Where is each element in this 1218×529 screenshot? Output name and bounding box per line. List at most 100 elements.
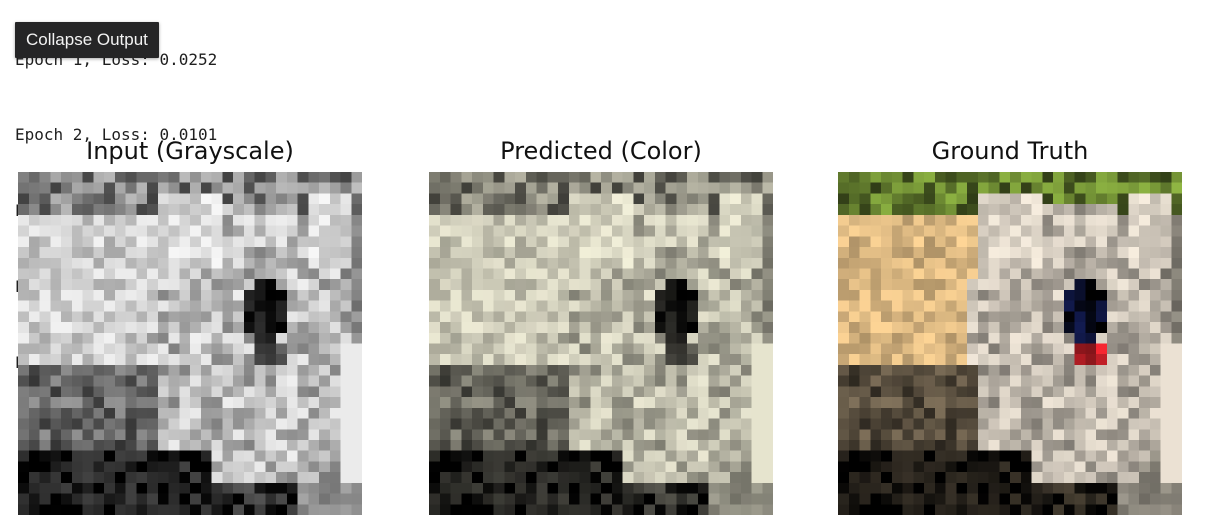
image-pixel (190, 364, 201, 376)
image-pixel (461, 225, 473, 237)
image-pixel (1063, 214, 1075, 226)
image-pixel (200, 225, 212, 237)
image-pixel (730, 407, 741, 419)
image-pixel (579, 407, 591, 419)
image-pixel (859, 461, 871, 473)
image-pixel (665, 247, 677, 258)
image-pixel (1063, 311, 1075, 323)
image-pixel (697, 322, 709, 333)
image-pixel (697, 311, 709, 323)
image-pixel (945, 375, 957, 387)
image-pixel (351, 193, 362, 205)
image-pixel (50, 493, 62, 505)
image-pixel (39, 364, 51, 376)
image-pixel (590, 354, 602, 366)
image-pixel (1074, 504, 1086, 515)
image-pixel (1063, 482, 1075, 494)
image-pixel (254, 289, 266, 301)
image-pixel (687, 289, 698, 301)
image-pixel (308, 214, 320, 226)
image-pixel (870, 311, 882, 323)
image-pixel (676, 364, 688, 376)
image-pixel (1074, 172, 1086, 183)
image-pixel (838, 407, 849, 419)
image-pixel (730, 257, 741, 269)
image-pixel (967, 332, 978, 344)
image-pixel (265, 439, 277, 451)
image-pixel (611, 225, 623, 237)
image-pixel (665, 461, 677, 473)
image-pixel (429, 354, 440, 366)
image-pixel (762, 172, 773, 183)
image-pixel (536, 429, 548, 441)
image-pixel (1139, 182, 1150, 194)
image-pixel (536, 354, 548, 366)
image-pixel (913, 204, 925, 216)
image-pixel (1010, 397, 1021, 409)
image-pixel (71, 450, 83, 462)
image-pixel (913, 311, 925, 323)
image-pixel (622, 439, 634, 451)
image-pixel (243, 354, 255, 366)
image-pixel (450, 182, 462, 194)
image-pixel (233, 429, 244, 441)
image-pixel (977, 504, 989, 515)
image-pixel (286, 407, 298, 419)
image-pixel (439, 204, 451, 216)
image-pixel (977, 236, 989, 248)
image-pixel (82, 482, 94, 494)
image-pixel (859, 247, 871, 258)
image-pixel (71, 461, 83, 473)
image-pixel (601, 257, 612, 269)
image-pixel (71, 204, 83, 216)
image-pixel (579, 214, 591, 226)
image-pixel (525, 450, 537, 462)
image-pixel (157, 300, 169, 312)
image-pixel (340, 214, 352, 226)
image-pixel (934, 225, 946, 237)
image-pixel (633, 429, 645, 441)
image-pixel (536, 386, 548, 398)
image-pixel (190, 450, 201, 462)
image-pixel (493, 504, 505, 515)
image-pixel (104, 375, 115, 387)
image-pixel (39, 257, 51, 269)
image-pixel (429, 343, 440, 355)
image-pixel (157, 182, 169, 194)
image-pixel (1160, 493, 1172, 505)
image-pixel (1074, 268, 1086, 280)
image-pixel (50, 204, 62, 216)
image-pixel (1020, 247, 1032, 258)
image-pixel (719, 429, 731, 441)
image-pixel (157, 461, 169, 473)
image-pixel (450, 289, 462, 301)
image-pixel (472, 247, 483, 258)
image-pixel (1139, 289, 1150, 301)
image-pixel (633, 386, 645, 398)
image-pixel (665, 364, 677, 376)
image-pixel (1128, 504, 1140, 515)
image-pixel (719, 289, 731, 301)
image-pixel (1042, 472, 1054, 484)
image-pixel (114, 214, 126, 226)
image-pixel (977, 257, 989, 269)
image-pixel (967, 439, 978, 451)
image-pixel (902, 289, 914, 301)
image-pixel (1085, 300, 1097, 312)
image-pixel (665, 343, 677, 355)
image-pixel (254, 247, 266, 258)
image-pixel (233, 172, 244, 183)
collapse-output-tooltip[interactable]: Collapse Output (15, 22, 159, 58)
image-pixel (254, 493, 266, 505)
image-pixel (751, 204, 763, 216)
image-pixel (536, 322, 548, 333)
image-pixel (1010, 257, 1021, 269)
image-pixel (114, 225, 126, 237)
image-pixel (319, 397, 330, 409)
image-pixel (1063, 289, 1075, 301)
image-pixel (999, 182, 1011, 194)
image-pixel (319, 322, 330, 333)
image-pixel (568, 193, 580, 205)
image-pixel (708, 311, 720, 323)
image-pixel (515, 397, 526, 409)
